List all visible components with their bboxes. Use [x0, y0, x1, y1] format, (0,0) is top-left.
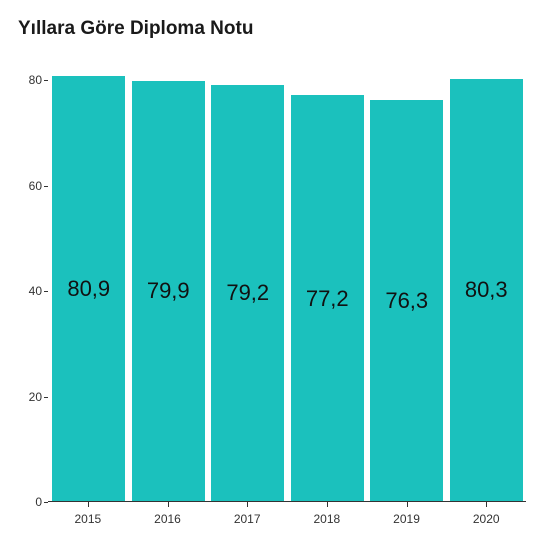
bar: 77,2: [291, 95, 364, 502]
x-tick: 2017: [207, 502, 287, 526]
y-tick: 40: [29, 284, 42, 298]
bar: 80,9: [52, 76, 125, 502]
x-tick: 2018: [287, 502, 367, 526]
bar-slot: 79,9: [129, 54, 209, 502]
chart-title: Yıllara Göre Diploma Notu: [18, 18, 532, 40]
bar-value-label: 79,2: [226, 280, 269, 306]
bar-value-label: 79,9: [147, 278, 190, 304]
x-axis: 201520162017201820192020: [48, 502, 526, 526]
y-tick-label: 80: [29, 73, 42, 87]
y-tick: 20: [29, 390, 42, 404]
x-tick: 2020: [446, 502, 526, 526]
bar: 76,3: [370, 100, 443, 502]
x-tick: 2015: [48, 502, 128, 526]
y-axis: 020406080: [18, 54, 46, 502]
bar-slot: 76,3: [367, 54, 447, 502]
bar-slot: 80,9: [49, 54, 129, 502]
bar-slot: 79,2: [208, 54, 288, 502]
x-tick: 2016: [128, 502, 208, 526]
plot-area: 020406080 80,979,979,277,276,380,3: [48, 54, 526, 502]
y-tick: 0: [35, 495, 42, 509]
bar-value-label: 80,9: [67, 276, 110, 302]
bar: 79,2: [211, 85, 284, 502]
x-tick: 2019: [367, 502, 447, 526]
y-tick-label: 40: [29, 284, 42, 298]
y-tick-label: 60: [29, 179, 42, 193]
bar-value-label: 76,3: [385, 288, 428, 314]
y-tick: 60: [29, 179, 42, 193]
bar-value-label: 80,3: [465, 277, 508, 303]
y-tick: 80: [29, 73, 42, 87]
bar-value-label: 77,2: [306, 286, 349, 312]
y-tick-label: 0: [35, 495, 42, 509]
bar-slot: 80,3: [447, 54, 527, 502]
y-tick-label: 20: [29, 390, 42, 404]
bar-chart: Yıllara Göre Diploma Notu 0 20 40 60 80 80,9…: [0, 0, 550, 550]
bar: 79,9: [132, 81, 205, 502]
bar: 80,3: [450, 79, 523, 502]
bars-region: 80,9 79,9 79,2 77,2 76,3 80,3: [48, 54, 526, 502]
bar-slot: 77,2: [288, 54, 368, 502]
